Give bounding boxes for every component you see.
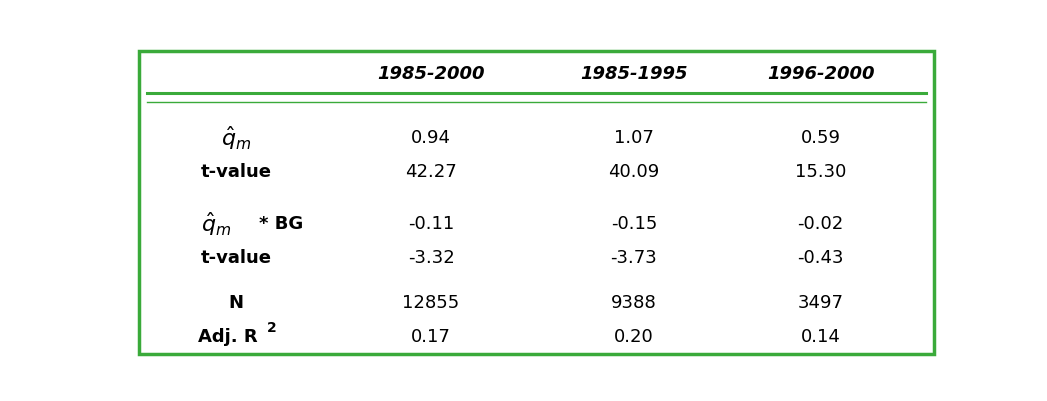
Text: 1996-2000: 1996-2000: [766, 65, 874, 83]
Text: 0.59: 0.59: [801, 129, 841, 147]
Text: -0.02: -0.02: [798, 215, 844, 233]
Text: 1985-2000: 1985-2000: [377, 65, 485, 83]
Text: $\hat{q}_m$: $\hat{q}_m$: [221, 124, 251, 152]
Text: * BG: * BG: [259, 215, 304, 233]
Text: 3497: 3497: [798, 294, 844, 312]
Text: 1985-1995: 1985-1995: [580, 65, 688, 83]
Text: Adj. R: Adj. R: [199, 328, 258, 346]
Text: 2: 2: [267, 321, 277, 335]
Text: -3.73: -3.73: [610, 249, 658, 267]
Text: 42.27: 42.27: [405, 163, 456, 180]
Text: 0.94: 0.94: [411, 129, 451, 147]
Text: t-value: t-value: [201, 249, 272, 267]
Text: -0.15: -0.15: [610, 215, 658, 233]
Text: 40.09: 40.09: [608, 163, 660, 180]
Text: 9388: 9388: [611, 294, 656, 312]
Text: t-value: t-value: [201, 163, 272, 180]
Text: 0.20: 0.20: [615, 328, 653, 346]
Text: -0.43: -0.43: [798, 249, 844, 267]
Text: -0.11: -0.11: [408, 215, 454, 233]
Text: N: N: [229, 294, 244, 312]
Text: 0.14: 0.14: [801, 328, 841, 346]
Text: -3.32: -3.32: [407, 249, 454, 267]
Text: 15.30: 15.30: [795, 163, 846, 180]
Text: 0.17: 0.17: [411, 328, 451, 346]
Text: 1.07: 1.07: [614, 129, 654, 147]
Text: $\hat{q}_m$: $\hat{q}_m$: [201, 210, 231, 238]
Text: 12855: 12855: [402, 294, 460, 312]
